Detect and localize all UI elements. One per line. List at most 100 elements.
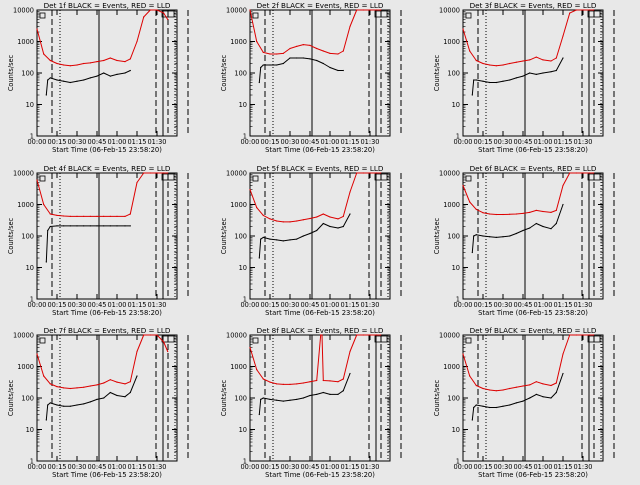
x-tick-label: 01:00 [533, 463, 552, 471]
lld-series-point [43, 375, 45, 377]
lld-series-point [542, 59, 544, 61]
lld-series-point [69, 215, 71, 217]
events-series-point [45, 419, 47, 421]
events-series-point [337, 393, 339, 395]
events-series-point [529, 72, 531, 74]
events-series-point [529, 397, 531, 399]
events-series-point [262, 397, 264, 399]
lld-series-point [149, 172, 151, 174]
top-square-marker [380, 335, 388, 343]
events-series-point [258, 413, 260, 416]
lld-series-point [282, 221, 284, 223]
lld-series-point [380, 172, 382, 174]
lld-series-point [249, 346, 251, 349]
lld-series-point [329, 380, 331, 382]
lld-series-point [302, 382, 304, 384]
x-tick-label: 00:30 [493, 463, 512, 471]
x-tick-label: 01:15 [553, 463, 572, 471]
lld-series-point [103, 382, 105, 384]
y-tick-label: 10000 [439, 332, 460, 340]
lld-series-point [136, 40, 138, 43]
lld-series-point [163, 341, 165, 343]
events-series-point [109, 75, 111, 77]
lld-series-point [256, 207, 258, 209]
lld-series-line [462, 334, 594, 392]
events-series-point [515, 232, 517, 235]
lld-series-point [522, 385, 524, 387]
events-series-line [471, 204, 564, 253]
events-series-point [49, 77, 51, 79]
x-tick-label: 01:30 [147, 463, 166, 471]
x-tick-label: 01:15 [340, 463, 359, 471]
events-series-point [89, 225, 91, 227]
chart-title: Det 5f BLACK = Events, RED = LLD [257, 164, 384, 173]
events-series-point [542, 396, 544, 398]
x-tick-label: 01:15 [553, 138, 572, 146]
x-tick-label: 01:30 [147, 301, 166, 309]
events-series-point [502, 405, 504, 407]
lld-series-point [482, 387, 484, 390]
events-series-point [302, 235, 304, 237]
x-tick-label: 01:00 [107, 138, 126, 146]
events-series-line [45, 70, 131, 96]
lld-series-point [569, 334, 571, 336]
events-series-point [555, 222, 557, 225]
x-tick-label: 00:45 [87, 301, 106, 309]
events-series-point [45, 94, 47, 96]
x-tick-label: 01:15 [127, 301, 146, 309]
x-tick-label: 00:30 [67, 301, 86, 309]
x-tick-label: 01:00 [107, 301, 126, 309]
events-series-line [258, 57, 344, 83]
lld-series-point [542, 383, 544, 385]
lld-series-point [535, 381, 537, 383]
y-tick-label: 10000 [439, 7, 460, 15]
y-tick-label: 1000 [17, 201, 34, 209]
y-tick-label: 10000 [226, 7, 247, 15]
x-tick-label: 00:45 [513, 301, 532, 309]
lld-series-point [495, 390, 497, 392]
x-tick-label: 00:15 [260, 463, 279, 471]
x-tick-label: 01:15 [127, 138, 146, 146]
events-series-point [550, 228, 552, 230]
top-left-square-marker [39, 337, 46, 344]
events-series-point [116, 225, 118, 227]
chart-panel-5: Det 5f BLACK = Events, RED = LLD 1 10 100 10… [220, 164, 402, 317]
events-series-point [475, 404, 477, 406]
lld-series-point [369, 334, 371, 336]
lld-series-point [56, 62, 58, 65]
lld-series-point [369, 9, 371, 11]
events-series-point [329, 66, 331, 69]
events-series-point [342, 225, 344, 228]
lld-series-point [289, 221, 291, 223]
top-square-marker [380, 10, 388, 18]
events-series-point [550, 397, 552, 399]
lld-series-point [167, 172, 169, 174]
events-series-point [562, 372, 564, 375]
y-tick-label: 100 [21, 233, 34, 241]
events-series-point [522, 400, 524, 402]
lld-series-point [575, 9, 577, 11]
y-tick-label: 100 [21, 70, 34, 78]
lld-series-point [269, 218, 271, 220]
events-series-point [89, 401, 91, 403]
events-series-point [509, 79, 511, 81]
events-series-point [322, 62, 324, 65]
events-series-point [349, 372, 351, 375]
y-axis-label: Counts/sec [7, 217, 15, 254]
top-square-marker [593, 335, 601, 343]
x-tick-label: 01:30 [573, 301, 592, 309]
chart-panel-8: Det 8f BLACK = Events, RED = LLD 1 10 100 10… [220, 326, 402, 479]
x-tick-label: 00:00 [240, 138, 259, 146]
lld-series-point [129, 58, 131, 60]
x-tick-label: 00:45 [300, 138, 319, 146]
events-series-point [269, 64, 271, 66]
x-axis-label: Start Time (06-Feb-15 23:58:20) [478, 146, 588, 154]
events-series-point [322, 222, 324, 225]
lld-series-point [163, 12, 165, 14]
events-series-point [124, 225, 126, 227]
x-tick-label: 00:00 [453, 138, 472, 146]
lld-series-point [69, 387, 71, 390]
lld-series-point [282, 52, 284, 55]
events-series-point [124, 396, 126, 398]
y-tick-label: 1000 [443, 201, 460, 209]
